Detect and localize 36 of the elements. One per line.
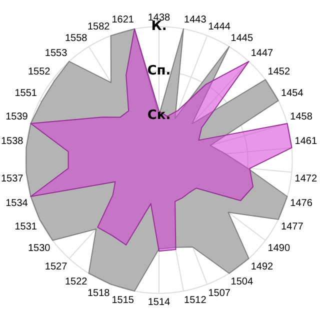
spoke-label: 1531 (14, 222, 38, 233)
spoke-label: 1452 (268, 66, 290, 78)
spoke-label: 1558 (64, 32, 88, 44)
spoke-label: 1512 (184, 294, 207, 306)
spoke-label: 1490 (268, 242, 290, 254)
spoke-label: 1514 (148, 297, 171, 308)
spoke-label: 1538 (0, 136, 24, 148)
spoke-label: 1458 (290, 111, 313, 122)
spoke-label: 1472 (294, 173, 318, 184)
spoke-label: 1522 (64, 276, 88, 288)
spoke-label: 1551 (14, 88, 38, 99)
spoke-label: 1527 (44, 262, 68, 273)
y-tick-label: К. (151, 19, 167, 34)
spoke-label: 1552 (28, 66, 51, 78)
spoke-label: 1445 (230, 32, 254, 44)
spoke-label: 1539 (6, 111, 28, 122)
spoke-label: 1492 (250, 262, 274, 273)
spoke-label: 1537 (0, 173, 24, 184)
y-tick-label: Сп. (147, 63, 171, 78)
spoke-label: 1515 (112, 294, 134, 306)
y-tick-label: Ск. (147, 108, 171, 123)
spoke-label: 1504 (230, 276, 254, 288)
spoke-label: 1443 (184, 14, 207, 26)
spoke-label: 1530 (28, 242, 51, 254)
spoke-label: 1534 (6, 198, 28, 210)
spoke-label: 1477 (281, 222, 304, 233)
spoke-label: 1444 (208, 22, 231, 33)
spoke-label: 1621 (112, 14, 134, 26)
spoke-label: 1518 (88, 288, 110, 299)
spoke-label: 1461 (294, 136, 318, 148)
spoke-label: 1454 (281, 88, 304, 99)
spoke-label: 1476 (290, 198, 313, 210)
spoke-label: 1553 (44, 48, 68, 59)
spoke-label: 1507 (208, 288, 231, 299)
spoke-label: 1447 (250, 48, 274, 59)
spoke-label: 1582 (88, 22, 110, 33)
